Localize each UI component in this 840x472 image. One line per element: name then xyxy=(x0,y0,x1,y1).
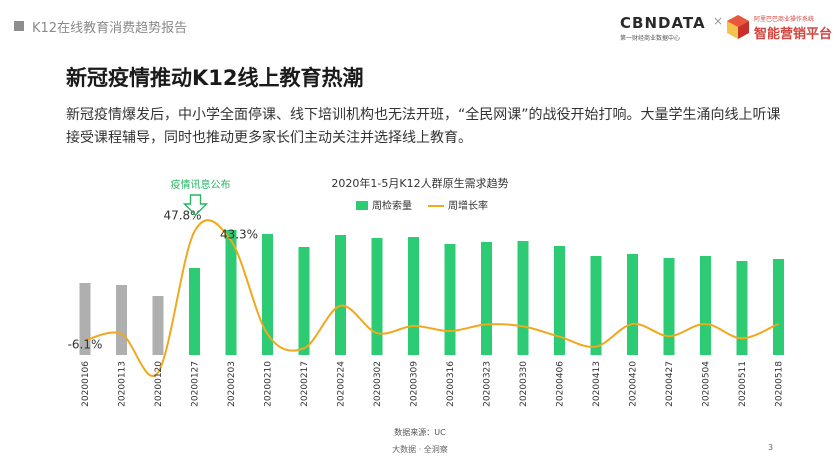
bar-20200309 xyxy=(408,237,419,355)
bar-20200518 xyxy=(773,259,784,355)
annotation-arrow-icon xyxy=(182,194,209,216)
partner-logo: 阿里巴巴商业操作系统 智能营销平台 xyxy=(726,12,832,44)
bar-20200420 xyxy=(627,254,638,355)
x-tick-20200413: 20200413 xyxy=(592,361,602,407)
legend-swatch-bar xyxy=(356,201,368,210)
x-tick-20200420: 20200420 xyxy=(629,361,639,407)
bar-20200316 xyxy=(444,244,456,355)
partner-logo-word: 智能营销平台 xyxy=(754,27,833,42)
growth-rate-line xyxy=(84,219,779,377)
bar-20200504 xyxy=(700,256,711,355)
x-tick-20200127: 20200127 xyxy=(191,361,201,407)
x-tick-20200330: 20200330 xyxy=(519,361,529,407)
bar-20200406 xyxy=(554,246,565,355)
bar-20200330 xyxy=(517,241,529,355)
x-tick-20200217: 20200217 xyxy=(300,361,310,407)
cbndata-logo-word: CBNDATA xyxy=(620,14,706,32)
bar-20200323 xyxy=(481,242,492,355)
x-tick-20200224: 20200224 xyxy=(337,361,347,407)
x-tick-20200504: 20200504 xyxy=(702,361,712,407)
bar-20200511 xyxy=(736,261,748,355)
bar-20200427 xyxy=(663,258,675,355)
x-tick-20200511: 20200511 xyxy=(738,361,748,407)
bar-20200302 xyxy=(371,238,383,355)
partner-logo-sub: 阿里巴巴商业操作系统 xyxy=(754,16,815,23)
bar-20200217 xyxy=(298,247,310,355)
cbndata-logo: CBNDATA 第一财经商业数据中心 xyxy=(620,14,712,42)
page-number: 3 xyxy=(768,443,774,452)
bar-20200413 xyxy=(590,256,602,355)
x-tick-20200316: 20200316 xyxy=(446,361,456,407)
x-tick-20200406: 20200406 xyxy=(556,361,566,407)
report-title: K12在线教育消费趋势报告 xyxy=(32,21,188,36)
bar-20200210 xyxy=(262,234,273,355)
partner-logo-mark-icon xyxy=(727,15,749,39)
x-tick-20200309: 20200309 xyxy=(410,361,420,407)
x-tick-20200210: 20200210 xyxy=(264,361,274,407)
legend-label-line: 周增长率 xyxy=(448,199,488,212)
cbndata-logo-sub: 第一财经商业数据中心 xyxy=(620,35,681,42)
bar-20200106 xyxy=(79,283,91,355)
logo-separator: × xyxy=(713,14,724,28)
footer-slogan: 大数据 · 全洞察 xyxy=(392,445,448,454)
x-tick-20200302: 20200302 xyxy=(373,361,383,407)
page-headline: 新冠疫情推动K12线上教育热潮 xyxy=(66,66,364,90)
x-tick-20200427: 20200427 xyxy=(665,361,675,407)
x-tick-20200120: 20200120 xyxy=(154,361,164,407)
bar-20200127 xyxy=(189,268,200,355)
intro-paragraph: 新冠疫情爆发后，中小学全面停课、线下培训机构也无法开班，“全民网课”的战役开始打… xyxy=(66,107,781,146)
data-label-20200203: 43.3% xyxy=(220,228,258,242)
title-marker-icon xyxy=(14,21,24,31)
x-tick-20200106: 20200106 xyxy=(81,361,91,407)
chart-source: 数据来源：UC xyxy=(394,427,446,437)
x-tick-20200518: 20200518 xyxy=(775,361,785,407)
top-bar: K12在线教育消费趋势报告 CBNDATA 第一财经商业数据中心 × 阿里巴巴商… xyxy=(0,0,840,52)
chart-title: 2020年1-5月K12人群原生需求趋势 xyxy=(331,176,508,190)
x-tick-20200113: 20200113 xyxy=(118,361,128,407)
bar-20200203 xyxy=(225,230,237,355)
bar-20200120 xyxy=(152,296,164,355)
bar-20200224 xyxy=(335,235,346,355)
x-tick-20200203: 20200203 xyxy=(227,361,237,407)
x-tick-20200323: 20200323 xyxy=(483,361,493,407)
bar-20200113 xyxy=(116,285,127,355)
data-label-20200106: -6.1% xyxy=(68,337,103,351)
legend-label-bar: 周检索量 xyxy=(372,199,412,212)
annotation-text: 疫情讯息公布 xyxy=(171,178,231,191)
